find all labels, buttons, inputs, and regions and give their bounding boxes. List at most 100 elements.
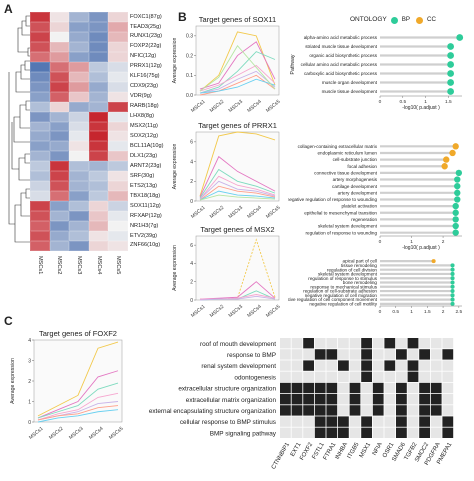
heatmap-cell: [30, 61, 50, 72]
matrix-cell: [280, 382, 291, 394]
ontology-term-label: negative regulation of cell component mo…: [288, 297, 378, 302]
heatmap-cell: [49, 141, 70, 152]
bp-legend-dot: [390, 17, 398, 24]
panel-label-a: A: [4, 2, 13, 16]
ontology-term-label: artery development: [338, 190, 378, 195]
matrix-cell: [303, 416, 314, 427]
y-tick-label: 0.1: [186, 73, 193, 79]
heatmap-cell: [49, 91, 70, 102]
heatmap-gene-label: ETV2(39g): [130, 232, 158, 239]
matrix-cell: [349, 394, 361, 405]
matrix-cell: [396, 338, 407, 349]
heatmap-cell: [108, 241, 128, 251]
y-tick-label: 0.0: [186, 93, 193, 99]
y-tick-label: 4: [190, 159, 193, 165]
matrix-cell: [396, 416, 407, 427]
heatmap-gene-label: TEAD3(25g): [130, 23, 162, 30]
heatmap-cell: [88, 51, 109, 62]
y-tick-label: 0: [190, 298, 193, 304]
matrix-cell: [430, 416, 442, 427]
x-tick-label: 2: [442, 239, 445, 245]
matrix-cell: [419, 360, 430, 371]
matrix-cell: [384, 349, 396, 360]
heatmap-cell: [88, 111, 109, 122]
ontology-dot: [452, 229, 459, 236]
matrix-cell: [430, 349, 442, 360]
heatmap-cell: [88, 161, 109, 172]
series-line: [37, 392, 119, 421]
ontology-dot: [450, 276, 455, 281]
heatmap-gene-label: MSX2(11g): [130, 123, 158, 130]
ontology-term-label: negative regulation of cell motility: [309, 301, 377, 306]
matrix-cell: [361, 394, 372, 405]
matrix-cell: [291, 405, 303, 416]
matrix-cell: [303, 349, 314, 360]
ontology-dot: [454, 176, 461, 183]
heatmap-cell: [69, 221, 89, 232]
matrix-cell: [361, 382, 372, 394]
heatmap-cell: [88, 181, 109, 192]
heatmap-grid: [30, 12, 128, 251]
matrix-cell: [291, 382, 303, 394]
ontology-xlabel: -log10( p.adjust ): [402, 245, 440, 250]
ontology-term-label: response to mechanical stimulus: [310, 284, 377, 289]
heatmap-cell: [30, 111, 50, 122]
matrix-cell: [407, 360, 419, 371]
matrix-cell: [291, 338, 303, 349]
heatmap-gene-label: KLF16(75g): [130, 73, 160, 80]
heatmap-cell: [108, 151, 128, 162]
heatmap-cell: [49, 41, 70, 52]
matrix-cell: [349, 338, 361, 349]
y-tick-label: 0.2: [186, 53, 193, 59]
heatmap-cell: [49, 21, 70, 32]
x-tick-label: MSCs2: [209, 304, 226, 319]
line-chart-prrx1: Target genes of PRRX1 Average expression 0…: [172, 121, 282, 220]
x-tick-label: MSCs5: [265, 304, 282, 319]
heatmap-cell: [49, 201, 70, 212]
ontology-dot: [450, 284, 455, 289]
matrix-cell: [303, 382, 314, 394]
heatmap-cell: [108, 81, 128, 92]
heatmap-cell: [49, 61, 70, 72]
y-tick-label: 0.3: [186, 34, 193, 40]
heatmap-gene-label: LHX8(8g): [130, 113, 154, 120]
ontology-dot: [452, 222, 459, 230]
series-line: [199, 168, 276, 199]
matrix-cell: [407, 405, 419, 416]
matrix-cell: [372, 338, 384, 349]
matrix-cell: [303, 427, 314, 438]
heatmap-cell: [69, 121, 89, 132]
matrix-cell: [396, 349, 407, 360]
plot-area: [33, 339, 123, 423]
heatmap-cell: [30, 171, 50, 182]
heatmap-cell: [88, 171, 109, 182]
matrix-cell: [396, 360, 407, 371]
ontology-dot: [441, 163, 448, 170]
matrix-cell: [280, 427, 291, 438]
ontology-term-label: cellular amino acid metabolic process: [301, 62, 378, 67]
matrix-cell: [280, 338, 291, 349]
x-tick-label: 0: [379, 99, 382, 105]
heatmap-cell: [69, 31, 89, 42]
heatmap-cell: [69, 211, 89, 222]
ontology-dot: [450, 297, 455, 302]
matrix-cell: [419, 371, 430, 382]
matrix-cell: [442, 338, 454, 349]
ontology-term-label: regulation of cell division: [327, 267, 377, 272]
matrix-cell: [419, 427, 430, 438]
matrix-cell: [326, 427, 338, 438]
y-tick-label: 6: [190, 243, 193, 249]
matrix-cell: [384, 338, 396, 349]
heatmap-gene-label: SOX11(12g): [130, 202, 161, 209]
matrix-cell: [326, 360, 338, 371]
matrix-cell: [303, 338, 314, 349]
matrix-term-label: renal system development: [201, 363, 276, 370]
matrix-cell: [303, 394, 314, 405]
heatmap-gene-labels: FOXC1(87g) TEAD3(25g) RUNX1(23g) FOXP2(22g)…: [130, 12, 170, 251]
heatmap-cell: [69, 141, 89, 152]
matrix-cell: [314, 338, 326, 349]
matrix-cell: [430, 338, 442, 349]
heatmap-cell: [88, 241, 109, 251]
matrix-cell: [430, 394, 442, 405]
y-tick-label: 4: [190, 261, 193, 267]
